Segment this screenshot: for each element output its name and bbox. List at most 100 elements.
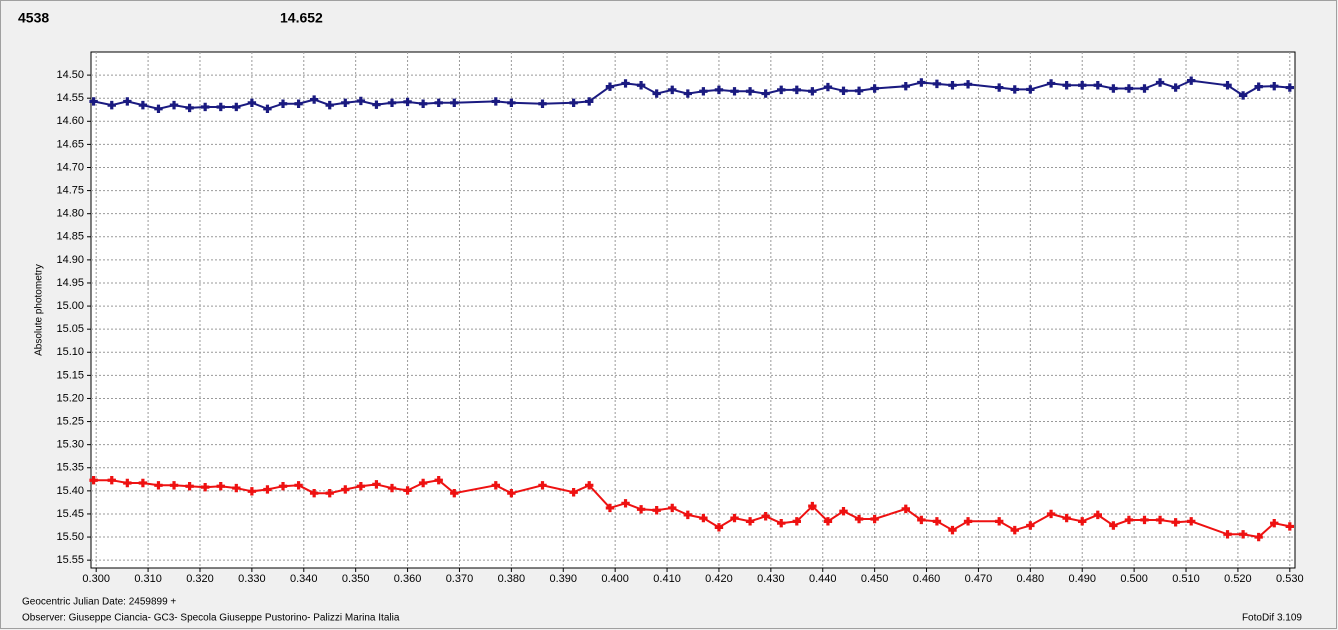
y-tick-label: 15.45 bbox=[56, 508, 84, 520]
data-point bbox=[263, 485, 272, 494]
y-axis-label: Absolute photometry bbox=[34, 264, 45, 356]
data-point bbox=[699, 513, 708, 523]
data-point bbox=[1238, 91, 1248, 100]
y-tick-label: 15.20 bbox=[56, 392, 84, 404]
data-point bbox=[839, 86, 848, 96]
data-point bbox=[169, 481, 179, 490]
data-point bbox=[948, 525, 957, 535]
x-tick-label: 0.300 bbox=[82, 573, 110, 585]
y-tick-label: 14.60 bbox=[56, 115, 84, 127]
y-tick-label: 14.75 bbox=[56, 184, 84, 196]
data-point bbox=[1010, 85, 1019, 94]
data-point bbox=[200, 482, 210, 492]
data-point bbox=[89, 476, 98, 485]
data-point bbox=[1270, 518, 1279, 528]
data-point bbox=[1140, 515, 1149, 525]
x-tick-label: 0.310 bbox=[134, 573, 162, 585]
y-tick-label: 14.70 bbox=[56, 161, 84, 173]
data-point bbox=[777, 85, 786, 95]
data-point bbox=[1078, 517, 1087, 526]
y-tick-label: 15.00 bbox=[56, 300, 84, 312]
header-value: 14.652 bbox=[280, 10, 323, 26]
data-point bbox=[309, 95, 319, 104]
y-tick-label: 14.85 bbox=[56, 231, 84, 243]
data-point bbox=[932, 517, 942, 526]
data-point bbox=[450, 488, 459, 498]
data-point bbox=[1124, 515, 1134, 525]
data-point bbox=[138, 478, 148, 488]
y-tick-label: 15.05 bbox=[56, 323, 84, 335]
data-point bbox=[434, 98, 443, 108]
data-point bbox=[247, 487, 257, 496]
data-point bbox=[870, 514, 879, 524]
data-point bbox=[994, 517, 1004, 526]
data-point bbox=[278, 99, 288, 108]
data-point bbox=[107, 476, 116, 485]
data-point bbox=[387, 98, 397, 108]
data-point bbox=[138, 100, 148, 110]
data-point bbox=[839, 506, 848, 516]
data-point bbox=[1285, 83, 1295, 92]
data-point bbox=[1171, 518, 1180, 527]
data-point bbox=[745, 87, 755, 96]
data-point bbox=[216, 482, 225, 491]
data-point bbox=[605, 503, 615, 513]
data-point bbox=[372, 480, 381, 489]
data-point bbox=[1046, 79, 1056, 88]
header-value: 4538 bbox=[18, 10, 49, 26]
data-point bbox=[1223, 81, 1232, 90]
y-tick-label: 14.95 bbox=[56, 277, 84, 289]
y-tick-label: 14.55 bbox=[56, 92, 84, 104]
data-point bbox=[901, 81, 910, 91]
data-point bbox=[1155, 515, 1165, 525]
data-point bbox=[1171, 83, 1180, 92]
data-point bbox=[341, 485, 350, 494]
data-point bbox=[200, 102, 210, 112]
data-point bbox=[917, 78, 926, 87]
data-point bbox=[123, 478, 132, 488]
data-point bbox=[216, 102, 225, 112]
y-tick-label: 15.55 bbox=[56, 554, 84, 566]
data-point bbox=[963, 80, 973, 89]
data-point bbox=[418, 478, 428, 488]
data-point bbox=[714, 85, 724, 95]
data-point bbox=[1270, 81, 1279, 91]
data-point bbox=[714, 523, 724, 532]
y-tick-label: 15.10 bbox=[56, 346, 84, 358]
data-point bbox=[792, 85, 801, 95]
data-point bbox=[777, 518, 786, 528]
y-tick-label: 14.50 bbox=[56, 69, 84, 81]
data-point bbox=[963, 517, 973, 526]
data-point bbox=[232, 483, 241, 493]
x-tick-label: 0.320 bbox=[186, 573, 214, 585]
x-tick-label: 0.360 bbox=[394, 573, 422, 585]
data-point bbox=[538, 481, 547, 490]
data-point bbox=[1187, 517, 1196, 526]
data-point bbox=[668, 503, 677, 513]
x-tick-label: 0.500 bbox=[1120, 573, 1148, 585]
data-point bbox=[1010, 525, 1019, 535]
x-caption: Geocentric Julian Date: 2459899 + bbox=[22, 597, 176, 608]
data-point bbox=[325, 488, 334, 498]
data-point bbox=[569, 488, 578, 497]
data-point bbox=[1254, 532, 1263, 542]
data-point bbox=[621, 499, 630, 508]
data-point bbox=[1093, 81, 1102, 90]
data-point bbox=[1109, 84, 1118, 93]
x-tick-label: 0.530 bbox=[1276, 573, 1304, 585]
data-point bbox=[621, 79, 630, 88]
data-point bbox=[1078, 81, 1087, 90]
data-point bbox=[491, 97, 500, 106]
data-point bbox=[823, 82, 833, 92]
data-point bbox=[356, 482, 366, 491]
data-point bbox=[1285, 522, 1295, 531]
data-point bbox=[1109, 521, 1118, 530]
data-point bbox=[1026, 521, 1035, 530]
data-point bbox=[169, 100, 179, 110]
data-point bbox=[325, 100, 334, 110]
data-point bbox=[372, 100, 381, 109]
data-point bbox=[1223, 530, 1232, 539]
series-line bbox=[93, 79, 1290, 110]
y-tick-label: 14.90 bbox=[56, 254, 84, 266]
